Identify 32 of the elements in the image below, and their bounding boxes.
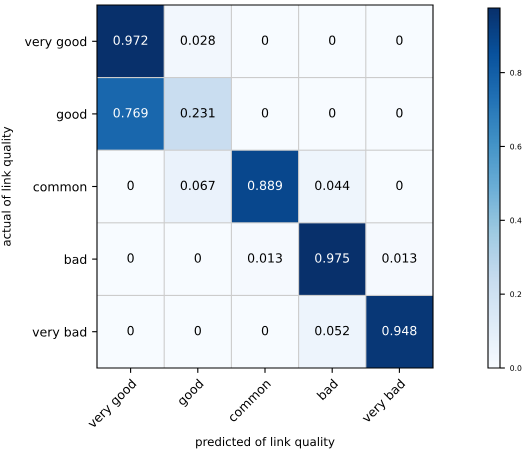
y-tick-label: common (34, 184, 86, 192)
data-label: 0.769 (114, 108, 148, 118)
data-label: 0 (127, 253, 134, 263)
data-label: 0 (262, 326, 268, 336)
data-label: 0 (262, 35, 268, 45)
data-label: 0 (329, 35, 336, 45)
data-label: 0 (127, 326, 134, 336)
data-label: 0.028 (180, 35, 215, 45)
data-label: 0 (194, 326, 201, 336)
data-label: 0 (329, 108, 336, 118)
y-tick-label: bad (64, 254, 86, 264)
data-label: 0.231 (180, 108, 215, 118)
data-label: 0.975 (315, 253, 349, 263)
data-label: 0 (396, 180, 403, 190)
data-label: 0 (262, 108, 268, 118)
data-label: 0.948 (382, 326, 416, 336)
data-label: 0.889 (248, 180, 282, 190)
data-label: 0 (194, 253, 201, 263)
data-label: 0 (396, 108, 403, 118)
data-label: 0 (127, 180, 134, 190)
y-tick-label: very good (24, 36, 86, 49)
data-label: 0.044 (315, 180, 350, 190)
y-tick-label: very bad (32, 326, 86, 340)
data-label: 0 (396, 35, 403, 45)
data-label: 0.972 (114, 35, 148, 45)
y-axis-title: actual of link quality (2, 126, 13, 246)
data-label: 0.013 (382, 253, 416, 263)
data-label: 0.067 (180, 180, 215, 190)
y-tick-label: good (56, 109, 86, 122)
data-label: 0.052 (315, 326, 349, 336)
data-label: 0.013 (248, 253, 282, 263)
x-axis-title: predicted of link quality (196, 436, 335, 448)
